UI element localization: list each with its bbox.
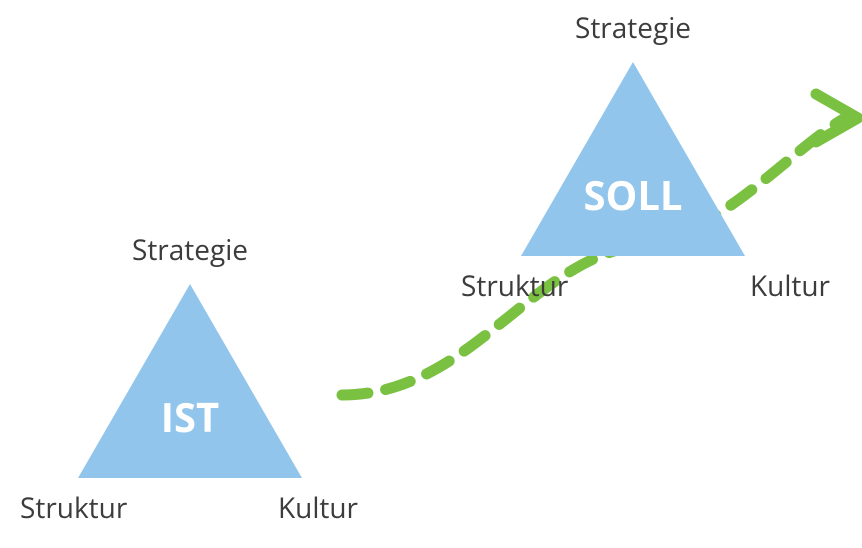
soll-corner-left: Struktur: [461, 267, 569, 305]
soll-corner-right: Kultur: [750, 267, 831, 305]
ist-corner-top: Strategie: [132, 231, 248, 269]
ist-triangle-label: IST: [161, 389, 219, 444]
diagram-canvas: IST Strategie Struktur Kultur SOLL Strat…: [0, 0, 862, 548]
soll-triangle: [521, 62, 745, 256]
soll-corner-top: Strategie: [575, 9, 691, 47]
ist-corner-right: Kultur: [278, 489, 359, 527]
soll-triangle-label: SOLL: [583, 167, 682, 222]
ist-triangle: [78, 284, 302, 478]
ist-corner-left: Struktur: [20, 489, 128, 527]
